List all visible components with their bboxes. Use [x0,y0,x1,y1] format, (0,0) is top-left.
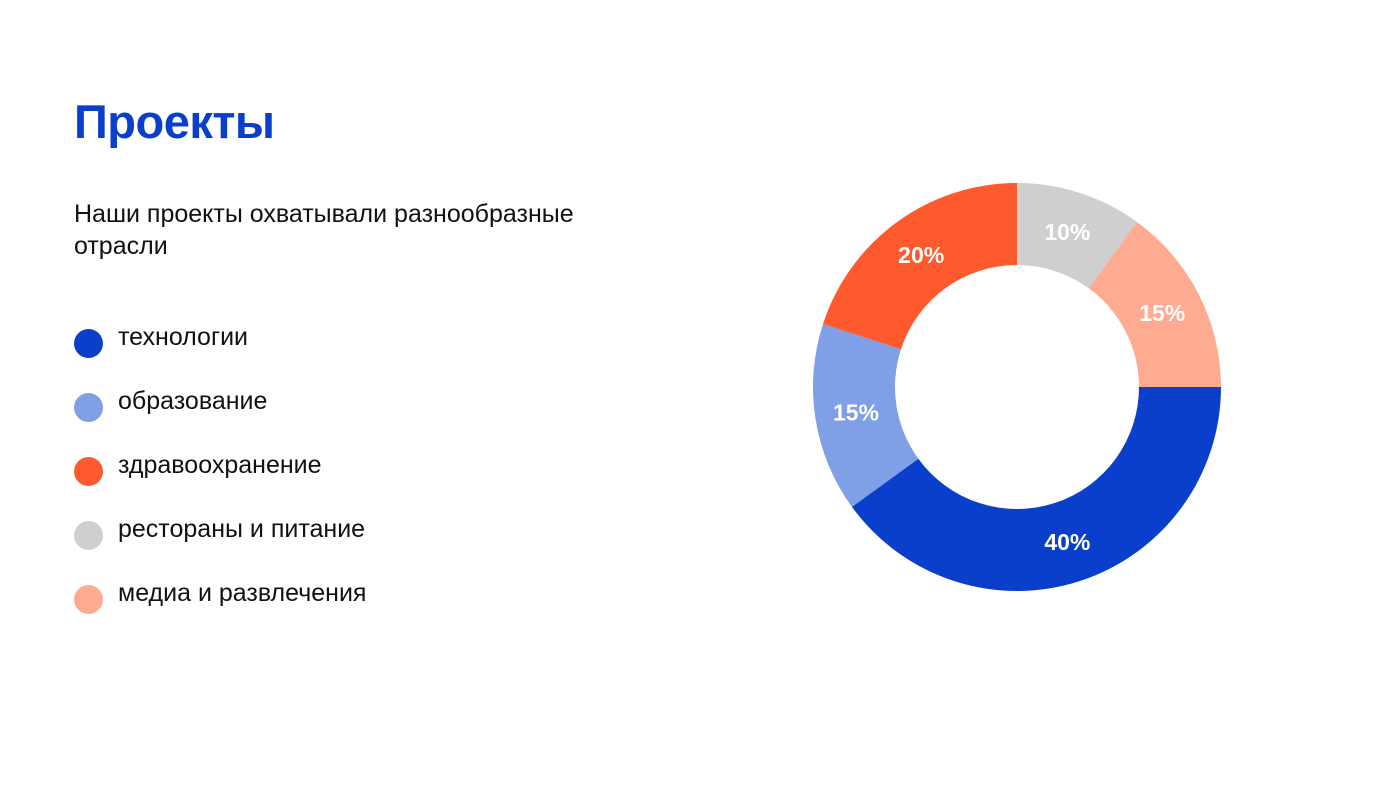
slice-label-restaurants: 10% [1044,219,1090,245]
legend-label-technology: технологии [118,323,249,351]
donut-slice-restaurants [1017,183,1137,289]
legend-label-education: образование [118,387,268,415]
legend-dot-technology [74,328,103,358]
legend-dot-healthcare [74,456,103,486]
chart-legend: технологии образование здравоохранение р… [74,305,366,625]
legend-item-restaurants: рестораны и питание [74,497,366,561]
legend-item-technology: технологии [74,305,366,369]
legend-label-restaurants: рестораны и питание [118,515,366,543]
slice-label-healthcare: 20% [898,242,944,268]
slice-label-technology: 40% [1044,529,1090,555]
legend-item-media: медиа и развлечения [74,561,366,625]
donut-slice-healthcare [822,183,1017,350]
donut-chart: 40% 15% 20% 10% 15% [813,183,1221,591]
legend-item-education: образование [74,369,366,433]
donut-slice-media [1088,221,1221,387]
page-subtitle: Наши проекты охватывали разнообразные от… [74,200,574,260]
slice-label-media: 15% [1139,300,1185,326]
legend-label-healthcare: здравоохранение [118,451,322,479]
page-title: Проекты [74,95,275,148]
legend-dot-education [74,392,103,422]
slice-label-education: 15% [833,399,879,425]
donut-slice-technology [851,387,1221,591]
donut-slice-education [813,323,919,507]
legend-label-media: медиа и развлечения [118,579,367,607]
legend-dot-media [74,584,103,614]
legend-dot-restaurants [74,520,103,550]
legend-item-healthcare: здравоохранение [74,433,366,497]
